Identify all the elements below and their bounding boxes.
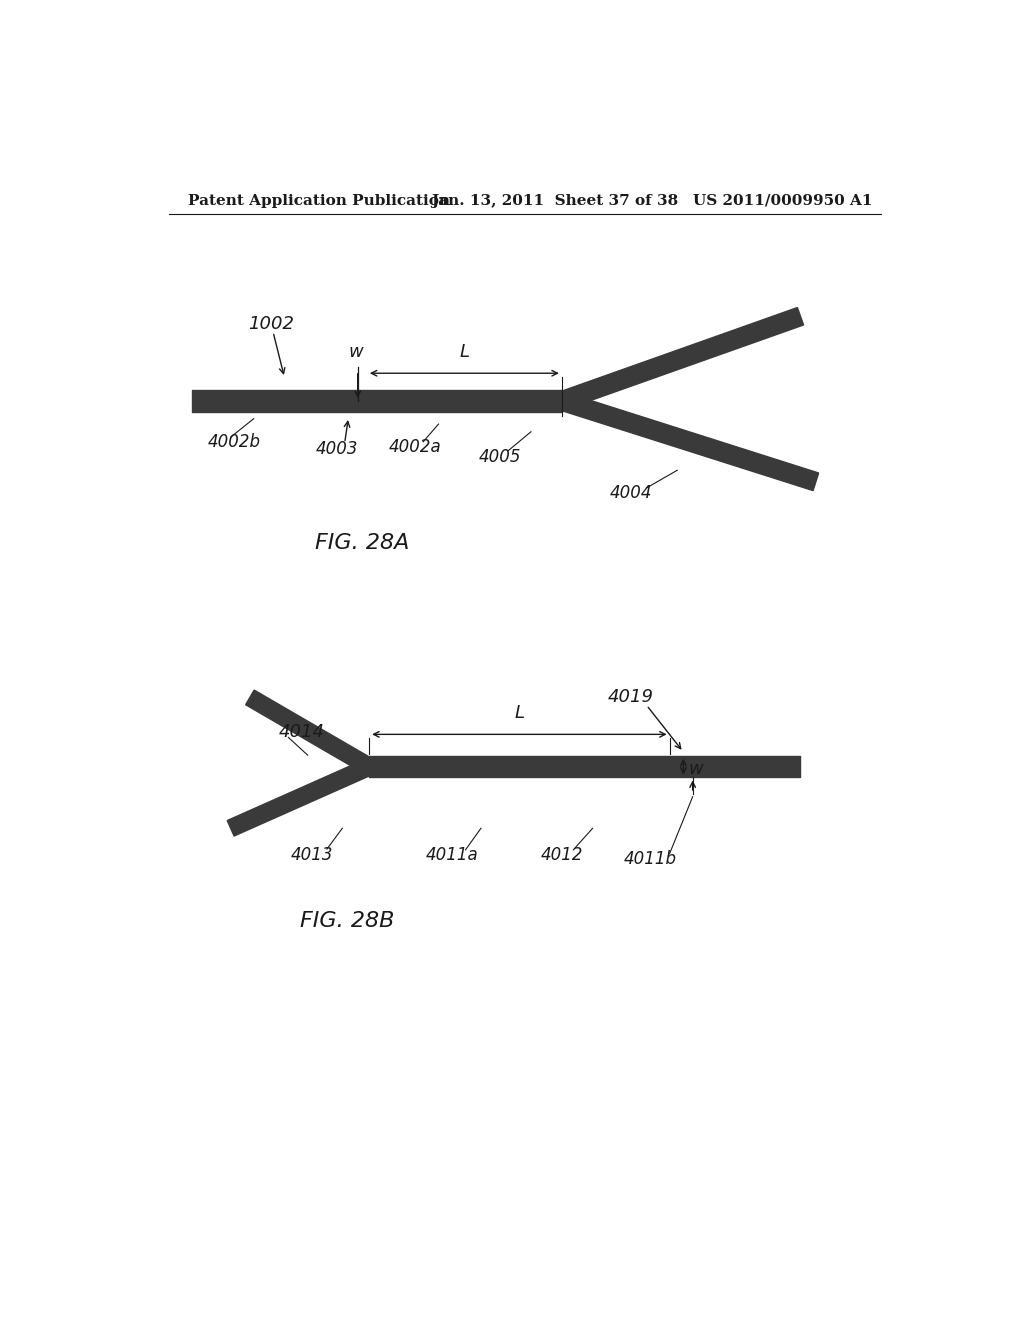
Text: Jan. 13, 2011  Sheet 37 of 38: Jan. 13, 2011 Sheet 37 of 38 — [431, 194, 678, 207]
Text: 4003: 4003 — [315, 441, 358, 458]
Text: 4014: 4014 — [280, 723, 326, 741]
Text: L: L — [514, 704, 524, 722]
Polygon shape — [227, 759, 373, 836]
Text: 4002a: 4002a — [389, 438, 441, 457]
Text: w: w — [348, 343, 362, 360]
Text: 4005: 4005 — [479, 449, 521, 466]
Text: 4004: 4004 — [610, 484, 652, 503]
Text: FIG. 28B: FIG. 28B — [300, 911, 394, 931]
Text: w: w — [688, 760, 702, 777]
Text: FIG. 28A: FIG. 28A — [315, 533, 410, 553]
Text: 1002: 1002 — [249, 315, 294, 333]
Text: 4012: 4012 — [541, 846, 583, 865]
Polygon shape — [559, 392, 818, 491]
Text: Patent Application Publication: Patent Application Publication — [188, 194, 451, 207]
Text: US 2011/0009950 A1: US 2011/0009950 A1 — [692, 194, 872, 207]
Text: 4011a: 4011a — [426, 846, 479, 865]
Text: L: L — [460, 343, 469, 360]
Text: 4002b: 4002b — [208, 433, 260, 450]
Polygon shape — [559, 308, 804, 409]
Text: 4013: 4013 — [290, 846, 333, 865]
Text: 4011b: 4011b — [624, 850, 677, 869]
Polygon shape — [246, 690, 374, 774]
Text: 4019: 4019 — [608, 689, 654, 706]
